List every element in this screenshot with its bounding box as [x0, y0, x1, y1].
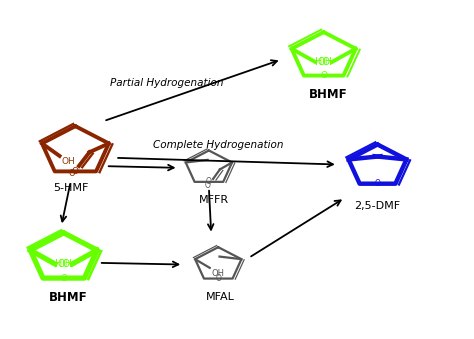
Text: HO: HO: [55, 259, 70, 269]
Text: Complete Hydrogenation: Complete Hydrogenation: [153, 140, 283, 150]
Text: O: O: [205, 181, 211, 190]
Text: O: O: [206, 177, 212, 186]
Text: MFAL: MFAL: [206, 292, 235, 302]
Text: HO: HO: [315, 57, 330, 67]
Text: OH: OH: [318, 57, 333, 67]
Text: 2,5-DMF: 2,5-DMF: [355, 201, 401, 211]
Text: O: O: [60, 274, 67, 283]
Text: O: O: [69, 168, 75, 178]
Text: O: O: [215, 274, 221, 283]
Text: Partial Hydrogenation: Partial Hydrogenation: [110, 78, 223, 88]
Text: OH: OH: [62, 157, 75, 166]
Text: BHMF: BHMF: [49, 291, 88, 304]
Text: O: O: [320, 71, 327, 80]
Text: OH: OH: [211, 269, 224, 278]
Text: MFFR: MFFR: [199, 195, 228, 205]
Text: OH: OH: [57, 259, 72, 269]
Text: BHMF: BHMF: [309, 88, 347, 101]
Text: O: O: [374, 179, 381, 188]
Text: 5-HMF: 5-HMF: [53, 183, 88, 193]
Text: O: O: [72, 167, 79, 176]
